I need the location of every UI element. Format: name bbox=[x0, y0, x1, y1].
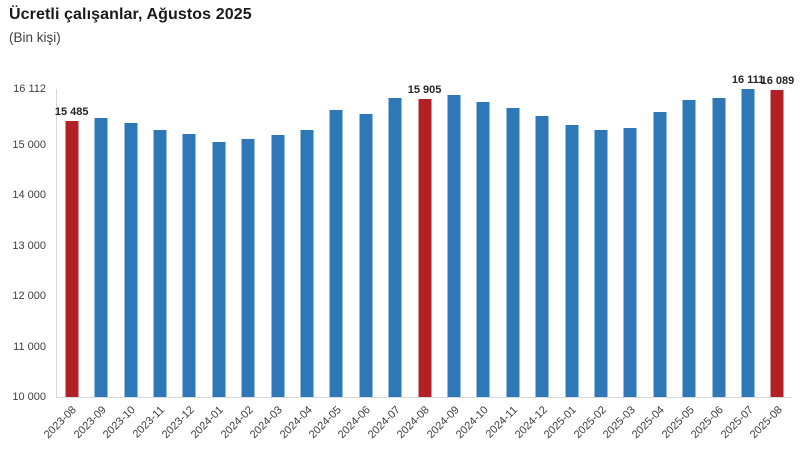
bar bbox=[300, 130, 314, 397]
bar bbox=[94, 117, 108, 397]
bar-slot bbox=[469, 89, 498, 397]
y-tick-label: 12 000 bbox=[12, 290, 46, 303]
bar bbox=[388, 98, 402, 397]
bar-value-label: 16 111 bbox=[731, 74, 765, 87]
bar-slot bbox=[645, 89, 674, 397]
bar bbox=[182, 133, 196, 397]
y-tick-label: 13 000 bbox=[12, 239, 46, 252]
bar bbox=[212, 142, 226, 397]
bar-slot bbox=[439, 89, 468, 397]
bar-slot bbox=[586, 89, 615, 397]
bar-slot bbox=[616, 89, 645, 397]
bar bbox=[271, 134, 285, 397]
bar bbox=[506, 107, 520, 397]
bar-slot bbox=[704, 89, 733, 397]
x-tick-label: 2023-08 bbox=[42, 404, 80, 442]
bar-slot: 15 485 bbox=[54, 89, 89, 397]
bar bbox=[770, 90, 784, 397]
bar bbox=[653, 112, 667, 397]
plot-area: 15 485 15 905 16 111 16 089 bbox=[54, 74, 794, 398]
bar-value-label: 15 485 bbox=[54, 105, 89, 118]
y-tick-label: 16 112 bbox=[13, 83, 46, 95]
bar bbox=[623, 127, 637, 397]
bar-slot bbox=[351, 89, 380, 397]
bar-slot: 16 111 bbox=[732, 74, 764, 397]
bar-slot bbox=[498, 89, 527, 397]
bar-slot bbox=[86, 89, 115, 397]
bar-slot bbox=[322, 89, 351, 397]
bar-slot bbox=[204, 89, 233, 397]
bar-slot: 16 089 bbox=[761, 75, 794, 397]
bar-slot bbox=[116, 89, 145, 397]
x-tick: 2025-08 bbox=[748, 398, 791, 460]
y-tick-label: 11 000 bbox=[13, 340, 46, 353]
bar-slot bbox=[675, 89, 704, 397]
chart-subtitle: (Bin kişi) bbox=[9, 30, 61, 45]
bar-value-label: 16 089 bbox=[760, 75, 795, 88]
y-tick-label: 15 000 bbox=[12, 139, 46, 152]
y-axis: 16 112 15 000 14 000 13 000 12 000 11 000 10 0… bbox=[0, 83, 46, 403]
bar-slot bbox=[292, 89, 321, 397]
bar-slot: 15 905 bbox=[408, 84, 441, 397]
bar bbox=[535, 116, 549, 397]
bar-slot bbox=[263, 89, 292, 397]
bar bbox=[476, 101, 490, 397]
bar bbox=[153, 129, 167, 397]
bar-slot bbox=[380, 89, 409, 397]
bar-slot bbox=[145, 89, 174, 397]
bar-slot bbox=[233, 89, 262, 397]
bar bbox=[65, 120, 79, 397]
bar bbox=[594, 130, 608, 397]
bar bbox=[741, 89, 755, 397]
x-axis: 2023-08 2023-09 2023-10 2023-11 2023-12 2024-… bbox=[42, 398, 791, 460]
bar-value-label: 15 905 bbox=[407, 84, 442, 97]
y-tick-label: 10 000 bbox=[12, 391, 46, 403]
bar bbox=[418, 99, 432, 397]
bar bbox=[241, 138, 255, 397]
bar bbox=[682, 100, 696, 397]
bar bbox=[359, 113, 373, 397]
bar-slot bbox=[528, 89, 557, 397]
chart-title: Ücretli çalışanlar, Ağustos 2025 bbox=[9, 6, 252, 23]
bar bbox=[447, 95, 461, 397]
chart-header: Ücretli çalışanlar, Ağustos 2025 (Bin ki… bbox=[9, 6, 252, 45]
bar bbox=[124, 122, 138, 397]
bar-slot bbox=[175, 89, 204, 397]
bar bbox=[565, 124, 579, 397]
bar bbox=[329, 110, 343, 397]
bar-slot bbox=[557, 89, 586, 397]
y-tick-label: 14 000 bbox=[12, 189, 46, 202]
bar bbox=[712, 97, 726, 397]
